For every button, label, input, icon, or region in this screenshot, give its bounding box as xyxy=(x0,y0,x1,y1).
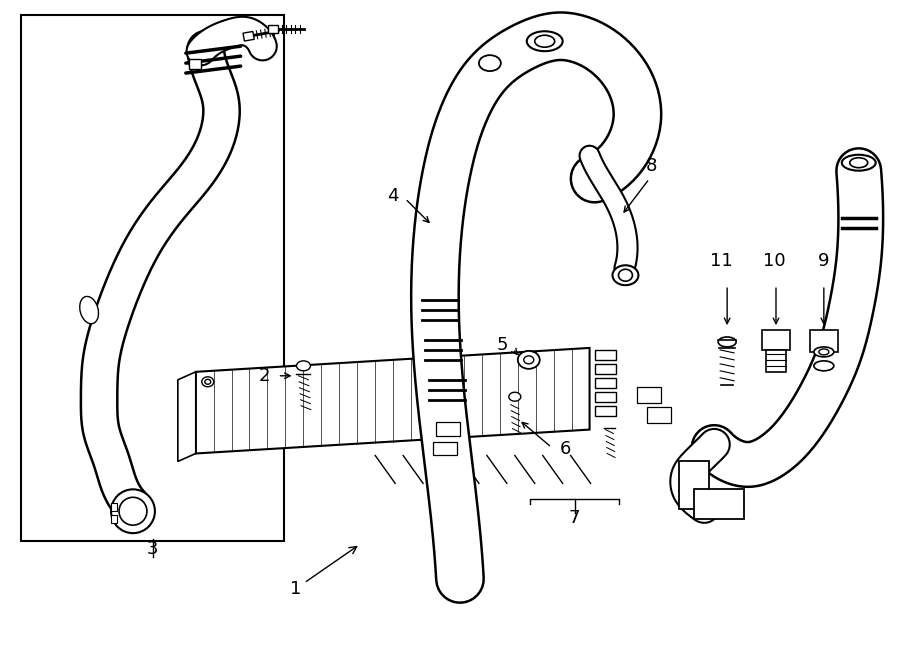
Bar xyxy=(762,330,790,350)
Bar xyxy=(21,15,284,541)
Bar xyxy=(595,406,616,416)
Text: 1: 1 xyxy=(290,547,356,598)
Ellipse shape xyxy=(842,155,876,171)
Bar xyxy=(433,442,457,455)
Bar xyxy=(436,422,460,436)
Bar xyxy=(595,364,616,374)
Ellipse shape xyxy=(479,55,500,71)
Text: 9: 9 xyxy=(818,253,830,270)
Bar xyxy=(111,515,117,524)
Ellipse shape xyxy=(508,392,521,401)
Ellipse shape xyxy=(718,337,736,347)
Ellipse shape xyxy=(850,158,868,168)
Bar xyxy=(595,392,616,402)
Ellipse shape xyxy=(202,377,213,387)
Bar xyxy=(111,503,117,511)
Bar xyxy=(267,25,277,33)
Ellipse shape xyxy=(205,379,211,384)
Text: 6: 6 xyxy=(560,440,571,459)
Text: 3: 3 xyxy=(148,540,158,558)
Text: 2: 2 xyxy=(259,367,271,385)
Ellipse shape xyxy=(618,269,633,281)
Bar xyxy=(595,378,616,388)
Bar xyxy=(647,407,671,422)
Text: 11: 11 xyxy=(710,253,733,270)
Ellipse shape xyxy=(524,356,534,364)
Ellipse shape xyxy=(296,361,310,371)
Bar xyxy=(810,330,838,352)
Bar xyxy=(189,59,201,69)
Text: 5: 5 xyxy=(496,336,508,354)
Polygon shape xyxy=(178,372,196,461)
Ellipse shape xyxy=(814,361,833,371)
Bar xyxy=(637,387,662,403)
Bar xyxy=(595,350,616,360)
Bar xyxy=(694,489,744,519)
Ellipse shape xyxy=(613,265,638,285)
Ellipse shape xyxy=(535,35,554,47)
Ellipse shape xyxy=(518,351,540,369)
Polygon shape xyxy=(196,348,590,453)
Ellipse shape xyxy=(819,349,829,355)
Bar xyxy=(243,32,254,41)
Text: 8: 8 xyxy=(645,157,657,175)
Ellipse shape xyxy=(119,497,147,525)
Text: 4: 4 xyxy=(387,186,398,204)
Text: 10: 10 xyxy=(762,253,786,270)
Text: 7: 7 xyxy=(569,509,580,527)
Ellipse shape xyxy=(814,347,833,357)
Bar xyxy=(680,461,709,509)
Ellipse shape xyxy=(80,296,98,324)
Bar xyxy=(766,350,786,372)
Ellipse shape xyxy=(526,31,562,51)
Ellipse shape xyxy=(111,489,155,533)
